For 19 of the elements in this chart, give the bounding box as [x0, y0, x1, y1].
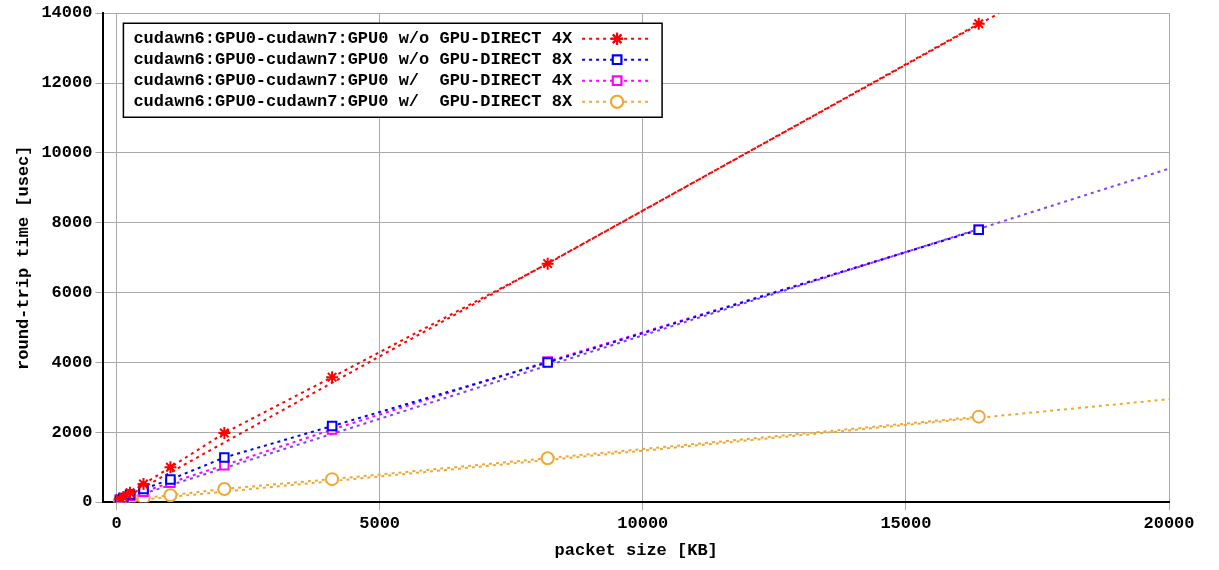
y-axis-title: round-trip time [usec] [14, 145, 34, 370]
y-tick-label: 14000 [41, 3, 93, 23]
legend-label: cudawn6:GPU0-cudawn7:GPU0 w/ GPU-DIRECT 4X [133, 70, 573, 90]
x-tick-label: 15000 [880, 513, 932, 533]
legend-label: cudawn6:GPU0-cudawn7:GPU0 w/ GPU-DIRECT 8X [133, 91, 573, 111]
y-tick-label: 10000 [41, 143, 93, 163]
y-tick-label: 0 [82, 492, 93, 512]
x-tick-label: 5000 [359, 513, 401, 533]
legend-label: cudawn6:GPU0-cudawn7:GPU0 w/o GPU-DIRECT 4X [133, 28, 573, 48]
y-tick-label: 8000 [51, 213, 93, 233]
y-tick-label: 6000 [51, 282, 93, 302]
x-tick-label: 0 [111, 513, 122, 533]
x-tick-label: 20000 [1143, 513, 1195, 533]
legend-label: cudawn6:GPU0-cudawn7:GPU0 w/o GPU-DIRECT 8X [133, 49, 573, 69]
x-axis-title: packet size [KB] [554, 541, 718, 561]
y-tick-label: 12000 [41, 73, 93, 93]
y-tick-label: 4000 [51, 352, 93, 372]
y-tick-label: 2000 [51, 422, 93, 442]
x-tick-label: 10000 [617, 513, 669, 533]
